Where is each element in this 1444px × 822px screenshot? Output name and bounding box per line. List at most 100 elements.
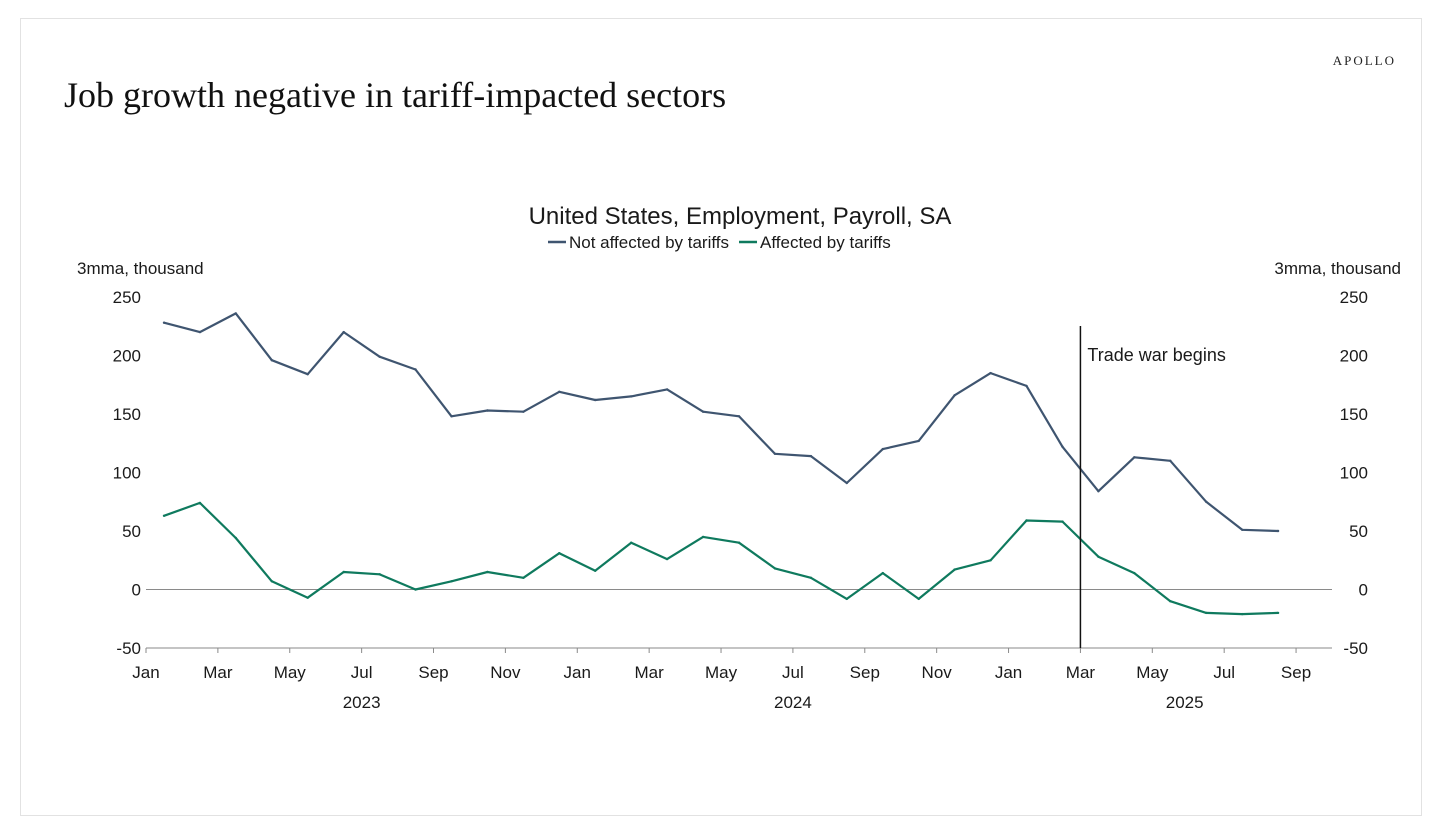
data-point-not-affected-by-tariffs [162, 321, 166, 324]
y-tick-label-left: 150 [113, 405, 141, 424]
brand-logo: APOLLO [1332, 53, 1396, 68]
data-point-affected-by-tariffs [450, 580, 453, 583]
data-point-affected-by-tariffs [162, 514, 166, 517]
x-tick-label: Jan [564, 663, 591, 682]
data-point-affected-by-tariffs [1276, 611, 1280, 615]
data-point-affected-by-tariffs [953, 568, 956, 571]
data-point-affected-by-tariffs [881, 571, 884, 575]
x-tick-label: Sep [1281, 663, 1311, 682]
left-axis-label: 3mma, thousand [77, 259, 204, 278]
data-point-affected-by-tariffs [486, 570, 489, 574]
x-tick-label: Mar [1066, 663, 1096, 682]
data-point-affected-by-tariffs [270, 580, 273, 583]
data-point-not-affected-by-tariffs [1169, 459, 1172, 462]
y-tick-label-right: 200 [1340, 347, 1368, 366]
data-point-affected-by-tariffs [630, 541, 633, 544]
data-point-affected-by-tariffs [809, 576, 813, 579]
x-tick-label: Jul [782, 663, 804, 682]
data-point-affected-by-tariffs [1169, 600, 1172, 603]
x-tick-label: Jul [351, 663, 373, 682]
x-tick-label: Jan [995, 663, 1022, 682]
data-point-not-affected-by-tariffs [270, 359, 273, 362]
data-point-not-affected-by-tariffs [953, 394, 956, 397]
right-axis-label: 3mma, thousand [1274, 259, 1401, 278]
data-point-affected-by-tariffs [342, 570, 345, 574]
data-point-not-affected-by-tariffs [701, 410, 705, 413]
data-point-not-affected-by-tariffs [809, 454, 813, 458]
data-point-not-affected-by-tariffs [414, 368, 417, 371]
y-tick-label-left: 100 [113, 464, 141, 483]
data-point-not-affected-by-tariffs [630, 395, 633, 398]
data-point-affected-by-tariffs [378, 573, 381, 576]
y-tick-label-right: 50 [1349, 522, 1368, 541]
data-point-affected-by-tariffs [989, 559, 992, 562]
y-tick-label-left: 250 [113, 288, 141, 307]
data-point-affected-by-tariffs [198, 501, 202, 505]
data-point-not-affected-by-tariffs [773, 452, 777, 455]
x-tick-label: Sep [418, 663, 448, 682]
data-point-not-affected-by-tariffs [1205, 500, 1208, 503]
chart-legend: Not affected by tariffs Affected by tarif… [548, 233, 891, 252]
data-point-not-affected-by-tariffs [1241, 528, 1244, 531]
y-tick-label-right: 250 [1340, 288, 1368, 307]
data-point-affected-by-tariffs [558, 552, 561, 555]
data-point-not-affected-by-tariffs [1025, 384, 1028, 388]
data-point-not-affected-by-tariffs [234, 312, 237, 315]
chart-title: United States, Employment, Payroll, SA [529, 203, 952, 230]
y-tick-label-right: 100 [1340, 464, 1368, 483]
data-point-not-affected-by-tariffs [306, 373, 309, 376]
data-point-affected-by-tariffs [1025, 519, 1028, 522]
data-point-affected-by-tariffs [845, 597, 848, 601]
x-tick-label: May [705, 663, 738, 682]
x-tick-label: Sep [850, 663, 880, 682]
year-label: 2023 [343, 693, 381, 712]
y-tick-label-left: 0 [132, 581, 141, 600]
data-point-not-affected-by-tariffs [522, 410, 525, 413]
data-point-not-affected-by-tariffs [198, 330, 202, 334]
data-point-not-affected-by-tariffs [1133, 456, 1136, 459]
data-point-affected-by-tariffs [773, 567, 777, 570]
data-point-affected-by-tariffs [1205, 611, 1208, 615]
data-point-not-affected-by-tariffs [1097, 490, 1100, 493]
year-label: 2025 [1166, 693, 1204, 712]
data-point-not-affected-by-tariffs [378, 355, 381, 358]
data-point-not-affected-by-tariffs [881, 447, 884, 451]
data-point-affected-by-tariffs [1061, 520, 1064, 523]
data-point-affected-by-tariffs [414, 588, 417, 591]
data-point-not-affected-by-tariffs [665, 388, 669, 391]
x-tick-label: Jan [132, 663, 159, 682]
data-point-affected-by-tariffs [234, 536, 237, 540]
x-tick-label: May [1136, 663, 1169, 682]
data-point-not-affected-by-tariffs [594, 398, 597, 402]
x-tick-label: Nov [922, 663, 953, 682]
data-point-not-affected-by-tariffs [450, 415, 453, 418]
data-point-not-affected-by-tariffs [917, 439, 920, 443]
data-point-not-affected-by-tariffs [1061, 445, 1064, 448]
y-tick-label-right: 150 [1340, 405, 1368, 424]
x-tick-label: Jul [1213, 663, 1235, 682]
x-tick-label: Mar [635, 663, 665, 682]
data-point-not-affected-by-tariffs [737, 415, 741, 418]
data-point-not-affected-by-tariffs [558, 390, 561, 393]
trade-war-label: Trade war begins [1087, 345, 1225, 365]
year-label: 2024 [774, 693, 812, 712]
page-title: Job growth negative in tariff-impacted s… [64, 75, 727, 115]
data-point-not-affected-by-tariffs [486, 409, 489, 412]
data-point-affected-by-tariffs [701, 535, 705, 539]
legend-label: Affected by tariffs [760, 233, 891, 252]
data-point-affected-by-tariffs [1241, 612, 1244, 616]
y-tick-label-left: 200 [113, 347, 141, 366]
x-tick-label: Mar [203, 663, 233, 682]
data-point-affected-by-tariffs [594, 569, 597, 572]
slide-frame [20, 18, 1422, 816]
data-point-affected-by-tariffs [306, 596, 309, 599]
y-tick-label-right: 0 [1359, 581, 1368, 600]
data-point-not-affected-by-tariffs [989, 371, 992, 375]
data-point-affected-by-tariffs [1133, 571, 1136, 575]
series-line-affected-by-tariffs [163, 501, 1279, 616]
y-tick-label-left: 50 [122, 522, 141, 541]
y-tick-label-left: -50 [116, 639, 141, 658]
data-point-affected-by-tariffs [737, 541, 741, 544]
data-point-not-affected-by-tariffs [845, 481, 848, 485]
